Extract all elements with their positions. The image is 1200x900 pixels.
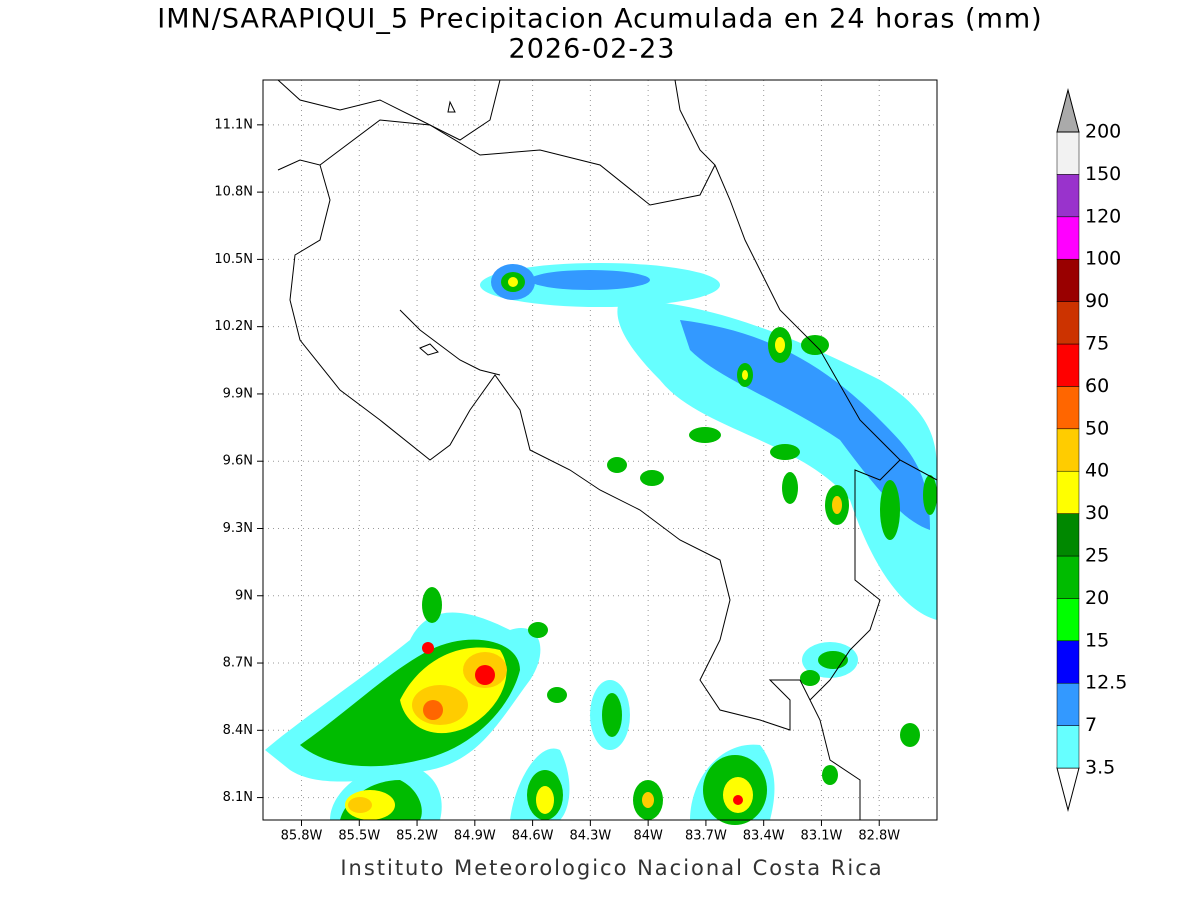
y-tick-label: 9.6N: [223, 454, 253, 469]
precip-cell: [480, 263, 937, 620]
colorbar-label: 7: [1085, 714, 1097, 736]
x-tick-label: 84.6W: [512, 829, 554, 844]
colorbar-band: [1056, 470, 1080, 514]
colorbar-label: 40: [1085, 460, 1109, 482]
colorbar-label: 20: [1085, 587, 1109, 609]
y-tick-label: 8.4N: [223, 723, 253, 738]
colorbar-label: 90: [1085, 290, 1109, 312]
colorbar-band: [1056, 513, 1080, 557]
y-tick-label: 9.9N: [223, 386, 253, 401]
subtitle: 2026-02-23: [509, 34, 676, 65]
x-tick-label: 84.3W: [569, 829, 611, 844]
y-tick-label: 10.2N: [214, 319, 253, 334]
colorbar-label: 30: [1085, 502, 1109, 524]
colorbar-under: [1056, 767, 1080, 812]
x-tick-label: 85.8W: [281, 829, 323, 844]
x-tick-label: 85.2W: [396, 829, 438, 844]
x-tick-label: 84W: [633, 829, 663, 844]
colorbar-band: [1056, 343, 1080, 387]
y-tick-label: 8.1N: [223, 790, 253, 805]
colorbar-band: [1056, 598, 1080, 642]
colorbar-band: [1056, 640, 1080, 684]
x-tick-label: 82.8W: [858, 829, 900, 844]
colorbar-band: [1056, 725, 1080, 769]
colorbar-label: 60: [1085, 375, 1109, 397]
y-tick-label: 11.1N: [214, 117, 253, 132]
colorbar-label: 12.5: [1085, 672, 1127, 694]
map-frame: [262, 79, 938, 821]
x-tick-label: 83.7W: [685, 829, 727, 844]
title: IMN/SARAPIQUI_5 Precipitacion Acumulada …: [157, 4, 1042, 35]
colorbar-over: [1056, 88, 1080, 133]
colorbar-band: [1056, 301, 1080, 345]
precip-cell: [265, 587, 920, 825]
precip-field: [265, 263, 937, 825]
colorbar-band: [1056, 258, 1080, 302]
colorbar-label: 3.5: [1085, 757, 1115, 779]
colorbar-band: [1056, 555, 1080, 599]
y-tick-label: 8.7N: [223, 656, 253, 671]
x-tick-label: 83.1W: [801, 829, 843, 844]
colorbar-label: 75: [1085, 333, 1109, 355]
y-tick-label: 10.5N: [214, 252, 253, 267]
colorbar-label: 100: [1085, 248, 1121, 270]
caption: Instituto Meteorologico Nacional Costa R…: [340, 856, 883, 880]
x-tick-label: 83.4W: [743, 829, 785, 844]
colorbar-band: [1056, 428, 1080, 472]
colorbar-label: 15: [1085, 629, 1109, 651]
colorbar-label: 200: [1085, 121, 1121, 143]
colorbar-label: 120: [1085, 205, 1121, 227]
y-tick-label: 9.3N: [223, 521, 253, 536]
x-tick-label: 85.5W: [338, 829, 380, 844]
colorbar-band: [1056, 682, 1080, 726]
colorbar: 3.5 7 12.5 15 20 25 30 40 50 60 75 90 100 120 150 200: [1056, 88, 1127, 812]
coastlines: [277, 79, 938, 820]
colorbar-label: 25: [1085, 545, 1109, 567]
colorbar-band: [1056, 386, 1080, 430]
colorbar-band: [1056, 174, 1080, 218]
colorbar-band: [1056, 216, 1080, 260]
x-tick-label: 84.9W: [454, 829, 496, 844]
y-tick-label: 9N: [235, 588, 253, 603]
colorbar-label: 150: [1085, 163, 1121, 185]
map: [257, 79, 938, 826]
colorbar-label: 50: [1085, 417, 1109, 439]
colorbar-band: [1056, 131, 1080, 175]
y-tick-label: 10.8N: [214, 185, 253, 200]
